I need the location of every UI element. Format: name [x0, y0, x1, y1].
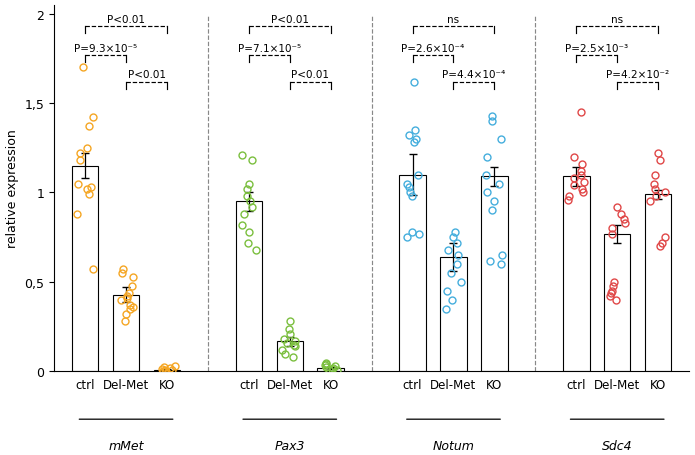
Text: ns: ns	[611, 15, 623, 25]
Text: mMet: mMet	[108, 440, 144, 452]
Bar	[604, 234, 630, 372]
Y-axis label: relative expression: relative expression	[6, 129, 19, 248]
Text: P=9.3×10⁻⁵: P=9.3×10⁻⁵	[74, 43, 137, 53]
Bar	[645, 195, 671, 372]
Bar	[481, 177, 507, 372]
Bar	[277, 341, 303, 372]
Bar	[236, 202, 262, 372]
Text: Notum: Notum	[432, 440, 475, 452]
Text: P<0.01: P<0.01	[271, 15, 309, 25]
Bar	[72, 166, 99, 372]
Text: Pax3: Pax3	[275, 440, 305, 452]
Text: P<0.01: P<0.01	[127, 70, 165, 80]
Text: P=7.1×10⁻⁵: P=7.1×10⁻⁵	[238, 43, 301, 53]
Bar	[318, 368, 344, 372]
Text: P=2.5×10⁻³: P=2.5×10⁻³	[565, 43, 628, 53]
Text: P<0.01: P<0.01	[107, 15, 145, 25]
Text: P=2.6×10⁻⁴: P=2.6×10⁻⁴	[402, 43, 465, 53]
Text: P<0.01: P<0.01	[291, 70, 329, 80]
Bar	[113, 295, 139, 372]
Text: P=4.2×10⁻²: P=4.2×10⁻²	[606, 70, 669, 80]
Bar	[563, 177, 589, 372]
Bar	[440, 258, 467, 372]
Bar	[400, 175, 426, 372]
Text: ns: ns	[448, 15, 459, 25]
Bar	[154, 370, 180, 372]
Text: P=4.4×10⁻⁴: P=4.4×10⁻⁴	[442, 70, 505, 80]
Text: Sdc4: Sdc4	[602, 440, 632, 452]
